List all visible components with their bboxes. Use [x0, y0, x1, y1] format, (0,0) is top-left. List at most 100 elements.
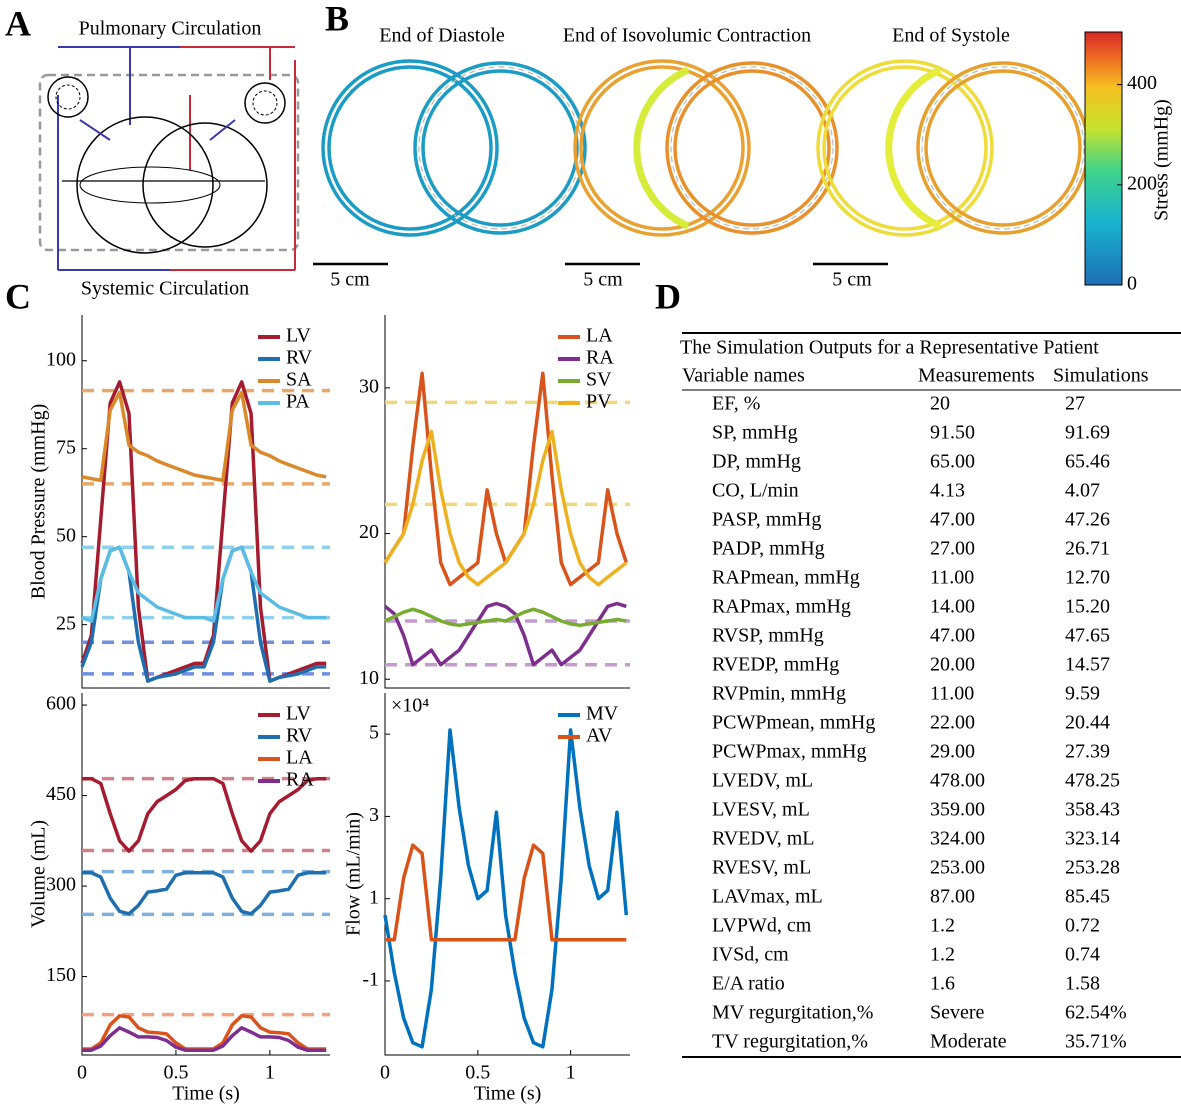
left-atrium	[245, 83, 285, 123]
table-cell: TV regurgitation,%	[712, 1031, 868, 1053]
table-cell: 20.00	[930, 654, 975, 676]
table-cell: 4.07	[1065, 480, 1100, 502]
legend-label: LA	[586, 325, 613, 347]
table-cell: 47.00	[930, 625, 975, 647]
heart-section	[323, 61, 585, 235]
lv-wall	[675, 71, 829, 225]
colorbar-label: Stress (mmHg)	[1151, 99, 1173, 221]
table-cell: 85.45	[1065, 886, 1110, 908]
rv-wall	[329, 67, 491, 229]
table-cell: Moderate	[930, 1031, 1007, 1053]
table-cell: 15.20	[1065, 596, 1110, 618]
x-axis-label: Time (s)	[172, 1083, 240, 1105]
panel-label: C	[5, 276, 31, 316]
legend-label: LA	[286, 747, 313, 769]
table-cell: 20.44	[1065, 712, 1110, 734]
table-cell: LVPWd, cm	[712, 915, 812, 937]
table-cell: LVESV, mL	[712, 799, 810, 821]
diagram-label: Pulmonary Circulation	[79, 18, 262, 40]
table-cell: 20	[930, 393, 950, 415]
legend-label: PV	[586, 391, 612, 413]
lv-wall	[918, 63, 1088, 233]
midwall	[922, 67, 1084, 229]
colorbar-tick-label: 400	[1127, 72, 1157, 94]
table-cell: 11.00	[930, 683, 974, 705]
x-tick-label: 1	[566, 1062, 576, 1084]
table-cell: 65.00	[930, 451, 975, 473]
table-cell: 22.00	[930, 712, 975, 734]
table-cell: 47.26	[1065, 509, 1110, 531]
heart-section	[575, 61, 837, 235]
diagram-label: Systemic Circulation	[81, 278, 249, 300]
septum	[889, 70, 940, 226]
rv-wall	[818, 61, 992, 235]
series-line	[82, 382, 326, 681]
table-cell: PCWPmax, mmHg	[712, 741, 866, 763]
x-axis-label: Time (s)	[474, 1083, 542, 1105]
table-header: Variable names	[682, 365, 805, 387]
panel-label: A	[5, 3, 31, 43]
table-cell: 359.00	[930, 799, 985, 821]
y-tick-label: 25	[56, 612, 76, 634]
table-cell: RAPmean, mmHg	[712, 567, 860, 589]
y-tick-label: 150	[46, 964, 76, 986]
y-axis-label: Blood Pressure (mmHg)	[28, 404, 50, 600]
legend-label: LV	[286, 703, 311, 725]
table-cell: Severe	[930, 1002, 985, 1024]
x-tick-label: 0.5	[465, 1062, 490, 1084]
table-header: Simulations	[1053, 365, 1149, 387]
y-tick-label: 600	[46, 693, 76, 715]
stress-maps: End of Diastole End of Isovolumic Contra…	[313, 25, 1173, 291]
panel-label: B	[325, 0, 349, 38]
y-tick-label: 10	[359, 667, 379, 689]
table-cell: 4.13	[930, 480, 965, 502]
table-cell: 62.54%	[1065, 1002, 1127, 1024]
table-cell: IVSd, cm	[712, 944, 789, 966]
legend-label: RA	[286, 769, 314, 791]
table-cell: 27	[1065, 393, 1085, 415]
scale-bar-label: 5 cm	[330, 269, 370, 291]
y-tick-label: -1	[362, 969, 379, 991]
table-cell: PCWPmean, mmHg	[712, 712, 875, 734]
table-cell: CO, L/min	[712, 480, 799, 502]
table-cell: 65.46	[1065, 451, 1110, 473]
table-cell: RVSP, mmHg	[712, 625, 824, 647]
table-cell: 253.28	[1065, 857, 1120, 879]
table-cell: 253.00	[930, 857, 985, 879]
legend-label: RA	[586, 347, 614, 369]
legend-label: SA	[286, 369, 312, 391]
x-tick-label: 0.5	[163, 1062, 188, 1084]
legend-label: LV	[286, 325, 311, 347]
table-cell: RVEDP, mmHg	[712, 654, 839, 676]
left-atrium-wall	[253, 91, 277, 115]
right-ventricle	[77, 117, 213, 253]
table-cell: EF, %	[712, 393, 760, 415]
series-line	[82, 1016, 326, 1049]
y-tick-label: 5	[369, 722, 379, 744]
table-cell: 323.14	[1065, 828, 1120, 850]
table-title: The Simulation Outputs for a Representat…	[680, 337, 1099, 359]
panel-label: D	[655, 276, 681, 316]
table-cell: 14.57	[1065, 654, 1110, 676]
series-line	[385, 609, 626, 625]
legend-label: AV	[586, 725, 613, 747]
table-cell: MV regurgitation,%	[712, 1002, 873, 1024]
table-cell: 91.69	[1065, 422, 1110, 444]
y-tick-label: 3	[369, 804, 379, 826]
lv-wall	[423, 71, 577, 225]
table-cell: 1.2	[930, 915, 955, 937]
colorbar-tick-label: 200	[1127, 172, 1157, 194]
legend-label: RV	[286, 725, 313, 747]
table-cell: 12.70	[1065, 567, 1110, 589]
rv-wall	[323, 61, 497, 235]
table-cell: 358.43	[1065, 799, 1120, 821]
lv-wall	[926, 71, 1080, 225]
series-line	[82, 547, 326, 621]
table-cell: 35.71%	[1065, 1031, 1127, 1053]
colorbar-tick-label: 0	[1127, 273, 1137, 295]
septum	[637, 70, 688, 226]
stress-map-title: End of Systole	[892, 25, 1010, 47]
table-cell: 1.58	[1065, 973, 1100, 995]
table-cell: PADP, mmHg	[712, 538, 825, 560]
table-cell: LAVmax, mL	[712, 886, 823, 908]
